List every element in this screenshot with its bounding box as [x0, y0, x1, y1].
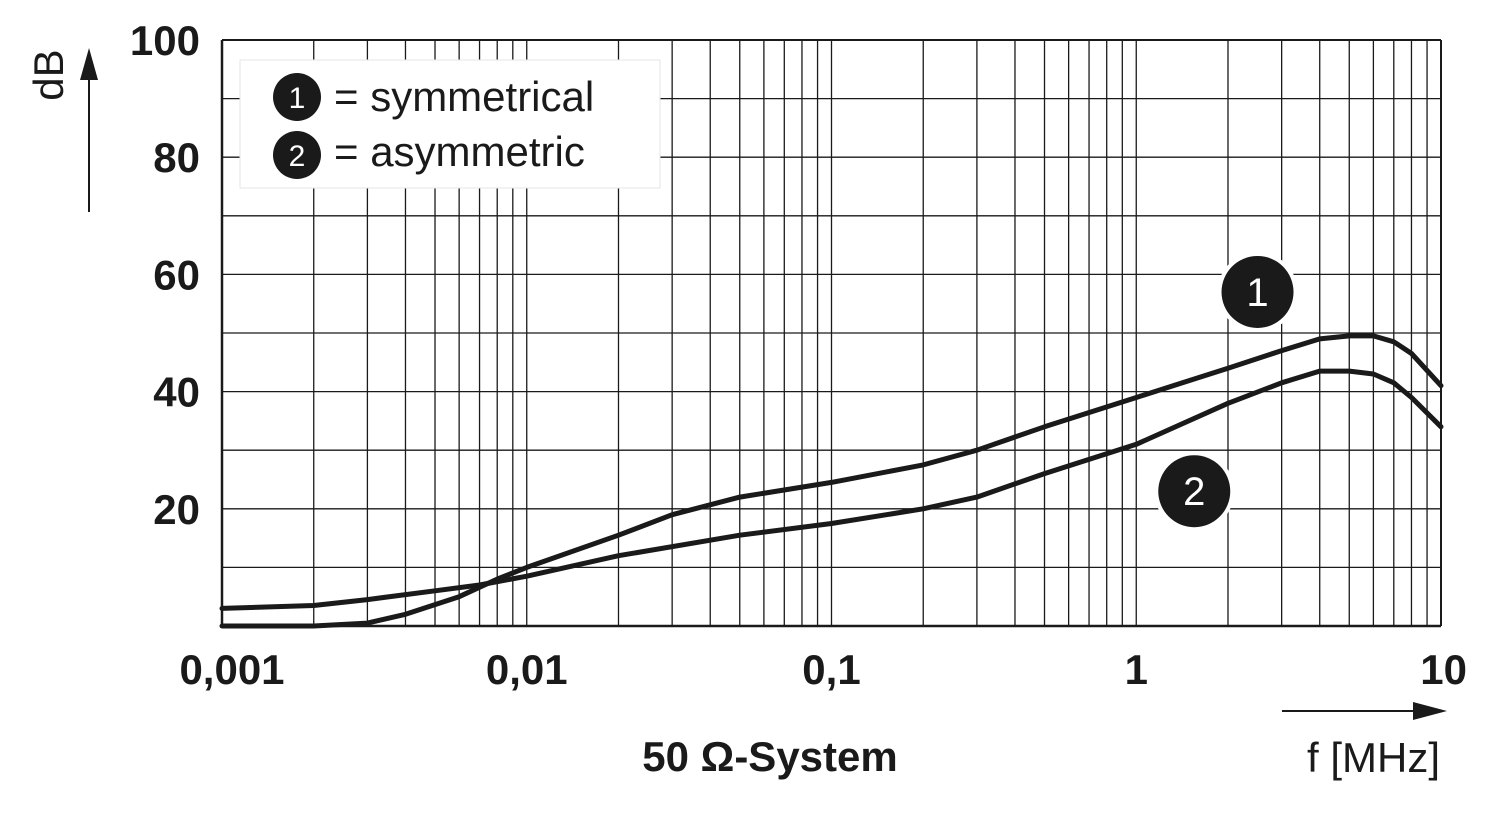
callout-label-2: 2 [1183, 470, 1205, 514]
y-tick-label: 40 [153, 369, 200, 416]
legend-label-asymmetric: = asymmetric [334, 128, 585, 175]
chart-caption: 50 Ω-System [642, 733, 897, 780]
legend-label-symmetrical: = symmetrical [334, 73, 594, 120]
x-axis-title: f [MHz] [1307, 734, 1440, 781]
y-tick-label: 80 [153, 134, 200, 181]
y-axis-title-group: dB [25, 48, 98, 212]
y-tick-label: 60 [153, 251, 200, 298]
axes [220, 39, 1442, 628]
callout-badge-2 [1158, 455, 1231, 528]
x-tick-label: 1 [1125, 646, 1148, 693]
x-tick-label: 0,001 [179, 646, 284, 693]
callout-badge-1 [1221, 255, 1294, 328]
y-tick-label: 20 [153, 486, 200, 533]
x-tick-label: 10 [1420, 646, 1467, 693]
y-axis-arrow-head [80, 48, 98, 80]
y-axis-title: dB [25, 49, 72, 100]
legend-badge-2 [273, 131, 321, 179]
legend-item-2: 2 = asymmetric [273, 128, 585, 179]
tick-labels: 20 40 60 80 100 0,001 0,01 0,1 1 10 [130, 17, 1467, 693]
x-axis-arrow-head [1413, 702, 1447, 720]
series-line-symmetrical [219, 333, 1444, 629]
y-tick-label: 100 [130, 17, 200, 64]
x-tick-label: 0,1 [802, 646, 860, 693]
x-axis-unit-group: f [MHz] [1282, 702, 1447, 781]
legend-badge-1 [273, 73, 321, 121]
callout-label-1: 1 [1246, 271, 1268, 315]
legend-badge-1-label: 1 [289, 82, 306, 115]
x-tick-label: 0,01 [486, 646, 568, 693]
series-line-asymmetric [219, 368, 1444, 611]
series-layer [219, 333, 1444, 629]
legend: 1 = symmetrical 2 = asymmetric [239, 59, 661, 189]
callouts: 12 [1154, 251, 1298, 532]
legend-badge-2-label: 2 [289, 140, 306, 173]
legend-item-1: 1 = symmetrical [273, 73, 594, 121]
